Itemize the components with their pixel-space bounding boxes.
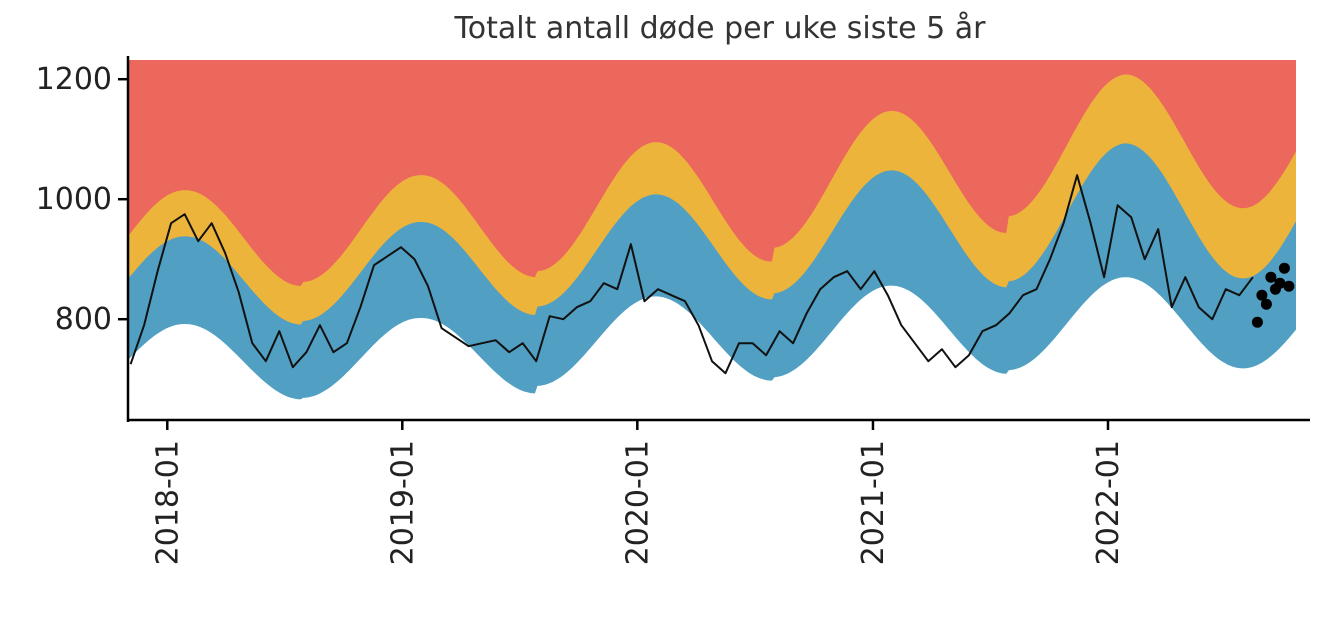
x-tick-label-0: 2018-01	[150, 440, 185, 565]
deaths-series	[129, 174, 1254, 375]
provisional-point-1	[1256, 289, 1268, 301]
provisional-point-7	[1283, 280, 1295, 292]
deaths-line	[129, 174, 1254, 375]
y-tick-label-0: 800	[55, 302, 112, 337]
provisional-point-0	[1251, 316, 1263, 328]
x-tick-label-2: 2020-01	[620, 440, 655, 565]
y-tick-label-2: 1200	[36, 62, 112, 97]
band-below-normal	[128, 277, 1296, 420]
x-tick-label-3: 2021-01	[856, 440, 891, 565]
x-tick-label-1: 2019-01	[385, 440, 420, 565]
y-tick-label-1: 1000	[36, 182, 112, 217]
provisional-point-2	[1260, 298, 1272, 310]
chart-title: Totalt antall døde per uke siste 5 år	[454, 11, 987, 46]
tick-labels: 800 1000 1200 2018-01 2019-01 2020-01 2021-01 2…	[36, 62, 1126, 565]
x-tick-label-4: 2022-01	[1091, 440, 1126, 565]
axes	[118, 56, 1310, 430]
provisional-point-6	[1278, 262, 1290, 274]
threshold-bands	[128, 60, 1296, 420]
provisional-point-5	[1274, 277, 1286, 289]
provisional-points	[1251, 262, 1295, 328]
provisional-point-3	[1265, 271, 1277, 283]
